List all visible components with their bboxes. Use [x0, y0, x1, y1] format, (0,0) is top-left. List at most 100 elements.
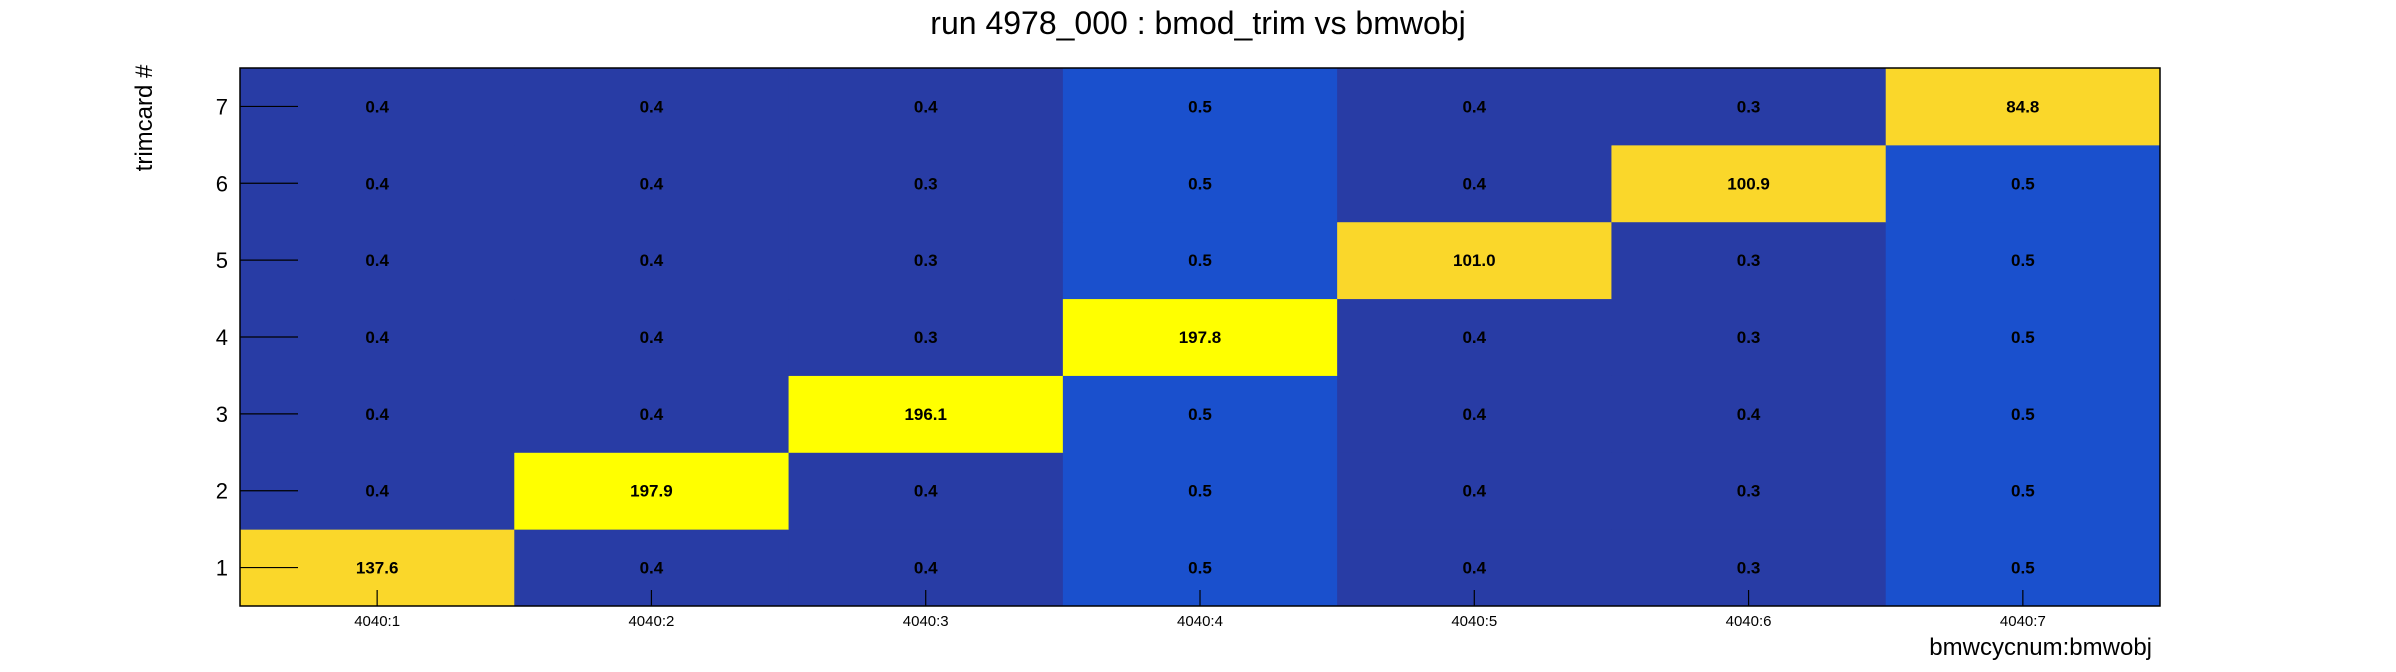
cell-value-label: 0.4	[1462, 559, 1486, 578]
heatmap-cell	[1885, 298, 2161, 376]
cell-value-label: 0.5	[1188, 559, 1212, 578]
cell-value-label: 0.3	[1737, 482, 1761, 501]
x-tick-label: 4040:1	[354, 613, 400, 630]
cell-value-label: 0.5	[1188, 97, 1212, 116]
heatmap-cell	[1337, 144, 1612, 223]
cell-value-label: 0.3	[1737, 251, 1761, 270]
heatmap-cell	[514, 68, 790, 146]
heatmap-cell	[1337, 221, 1612, 300]
heatmap-cell	[788, 452, 1064, 530]
heatmap-cell	[788, 68, 1064, 146]
heatmap-cell	[514, 298, 790, 376]
x-tick-label: 4040:4	[1177, 613, 1223, 630]
cell-value-label: 197.9	[630, 482, 673, 501]
cell-value-label: 0.4	[1462, 405, 1486, 424]
heatmap-cell	[1337, 298, 1612, 376]
heatmap-cell	[1611, 375, 1887, 453]
heatmap-cell	[788, 375, 1064, 453]
x-tick-label: 4040:7	[2000, 613, 2046, 630]
cell-value-label: 0.4	[1462, 97, 1486, 116]
cell-value-label: 0.5	[1188, 174, 1212, 193]
cell-value-label: 0.4	[914, 559, 938, 578]
cell-value-label: 101.0	[1453, 251, 1496, 270]
heatmap-cell	[788, 221, 1064, 300]
y-tick-label: 5	[216, 248, 228, 273]
cell-value-label: 0.4	[365, 97, 389, 116]
cell-value-label: 84.8	[2006, 97, 2039, 116]
cell-value-label: 0.5	[2011, 174, 2035, 193]
y-axis-title: trimcard #	[131, 64, 158, 171]
cell-value-label: 100.9	[1727, 174, 1770, 193]
heatmap-cell	[1611, 144, 1887, 223]
y-axis: 1 2 3 4 5 6 7	[216, 94, 298, 581]
cell-value-label: 196.1	[904, 405, 947, 424]
heatmap-cell	[514, 452, 790, 530]
cell-value-label: 0.3	[914, 328, 938, 347]
x-tick-label: 4040:3	[903, 613, 949, 630]
heatmap-value-labels: 137.6 0.4 0.4 0.5 0.4 0.3 0.5 0.4 197.9 0.4 0.5 0.4…	[356, 97, 2040, 577]
cell-value-label: 137.6	[356, 559, 399, 578]
cell-value-label: 0.5	[2011, 328, 2035, 347]
heatmap-cell	[1337, 68, 1612, 146]
x-axis: 4040:1 4040:2 4040:3 4040:4 4040:5 4040:6 4040…	[354, 590, 2046, 630]
cell-value-label: 0.3	[914, 174, 938, 193]
y-tick-label: 1	[216, 556, 228, 581]
heatmap-cell	[1611, 68, 1887, 146]
cell-value-label: 0.4	[640, 328, 664, 347]
cell-value-label: 0.5	[1188, 482, 1212, 501]
heatmap-cell	[1337, 452, 1612, 530]
cell-value-label: 0.4	[640, 97, 664, 116]
heatmap-cell	[1062, 375, 1338, 453]
cell-value-label: 0.4	[640, 405, 664, 424]
cell-value-label: 0.4	[914, 97, 938, 116]
cell-value-label: 0.4	[1737, 405, 1761, 424]
cell-value-label: 0.3	[1737, 97, 1761, 116]
y-tick-label: 6	[216, 171, 228, 196]
x-tick-label: 4040:5	[1451, 613, 1497, 630]
heatmap-cell	[1611, 452, 1887, 530]
cell-value-label: 0.5	[1188, 405, 1212, 424]
cell-value-label: 0.4	[640, 251, 664, 270]
heatmap-cell	[1885, 68, 2161, 146]
heatmap-cell	[514, 144, 790, 223]
heatmap-cells	[240, 68, 2161, 607]
cell-value-label: 0.5	[2011, 482, 2035, 501]
cell-value-label: 0.4	[1462, 482, 1486, 501]
heatmap-cell	[1611, 298, 1887, 376]
x-tick-label: 4040:6	[1726, 613, 1772, 630]
x-tick-label: 4040:2	[628, 613, 674, 630]
cell-value-label: 0.4	[1462, 174, 1486, 193]
cell-value-label: 0.4	[640, 174, 664, 193]
cell-value-label: 0.4	[1462, 328, 1486, 347]
heatmap-cell	[514, 375, 790, 453]
heatmap-cell	[788, 298, 1064, 376]
cell-value-label: 0.3	[1737, 328, 1761, 347]
cell-value-label: 0.5	[2011, 559, 2035, 578]
heatmap-cell	[1611, 221, 1887, 300]
chart-title: run 4978_000 : bmod_trim vs bmwobj	[930, 5, 1465, 41]
heatmap-cell	[1062, 221, 1338, 300]
cell-value-label: 0.4	[640, 559, 664, 578]
y-tick-label: 7	[216, 94, 228, 119]
cell-value-label: 0.4	[365, 482, 389, 501]
cell-value-label: 0.3	[914, 251, 938, 270]
cell-value-label: 197.8	[1179, 328, 1222, 347]
x-axis-title: bmwcycnum:bmwobj	[1929, 634, 2152, 661]
cell-value-label: 0.5	[1188, 251, 1212, 270]
cell-value-label: 0.4	[914, 482, 938, 501]
heatmap-cell	[1885, 144, 2161, 223]
y-tick-label: 3	[216, 402, 228, 427]
heatmap-cell	[788, 144, 1064, 223]
y-tick-label: 2	[216, 479, 228, 504]
heatmap-cell	[1062, 298, 1338, 376]
heatmap-cell	[1885, 452, 2161, 530]
cell-value-label: 0.4	[365, 174, 389, 193]
heatmap-cell	[514, 221, 790, 300]
heatmap-cell	[1062, 452, 1338, 530]
heatmap-cell	[1062, 68, 1338, 146]
cell-value-label: 0.5	[2011, 405, 2035, 424]
cell-value-label: 0.4	[365, 328, 389, 347]
heatmap-cell	[1885, 375, 2161, 453]
heatmap-cell	[1885, 221, 2161, 300]
cell-value-label: 0.4	[365, 251, 389, 270]
